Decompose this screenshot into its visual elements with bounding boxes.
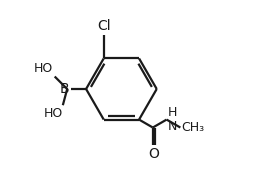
Text: N: N — [167, 120, 177, 133]
Text: B: B — [60, 82, 70, 96]
Text: Cl: Cl — [97, 19, 111, 33]
Text: CH₃: CH₃ — [181, 121, 204, 134]
Text: HO: HO — [34, 62, 53, 75]
Text: H: H — [167, 106, 177, 119]
Text: O: O — [149, 147, 160, 161]
Text: HO: HO — [44, 107, 63, 120]
